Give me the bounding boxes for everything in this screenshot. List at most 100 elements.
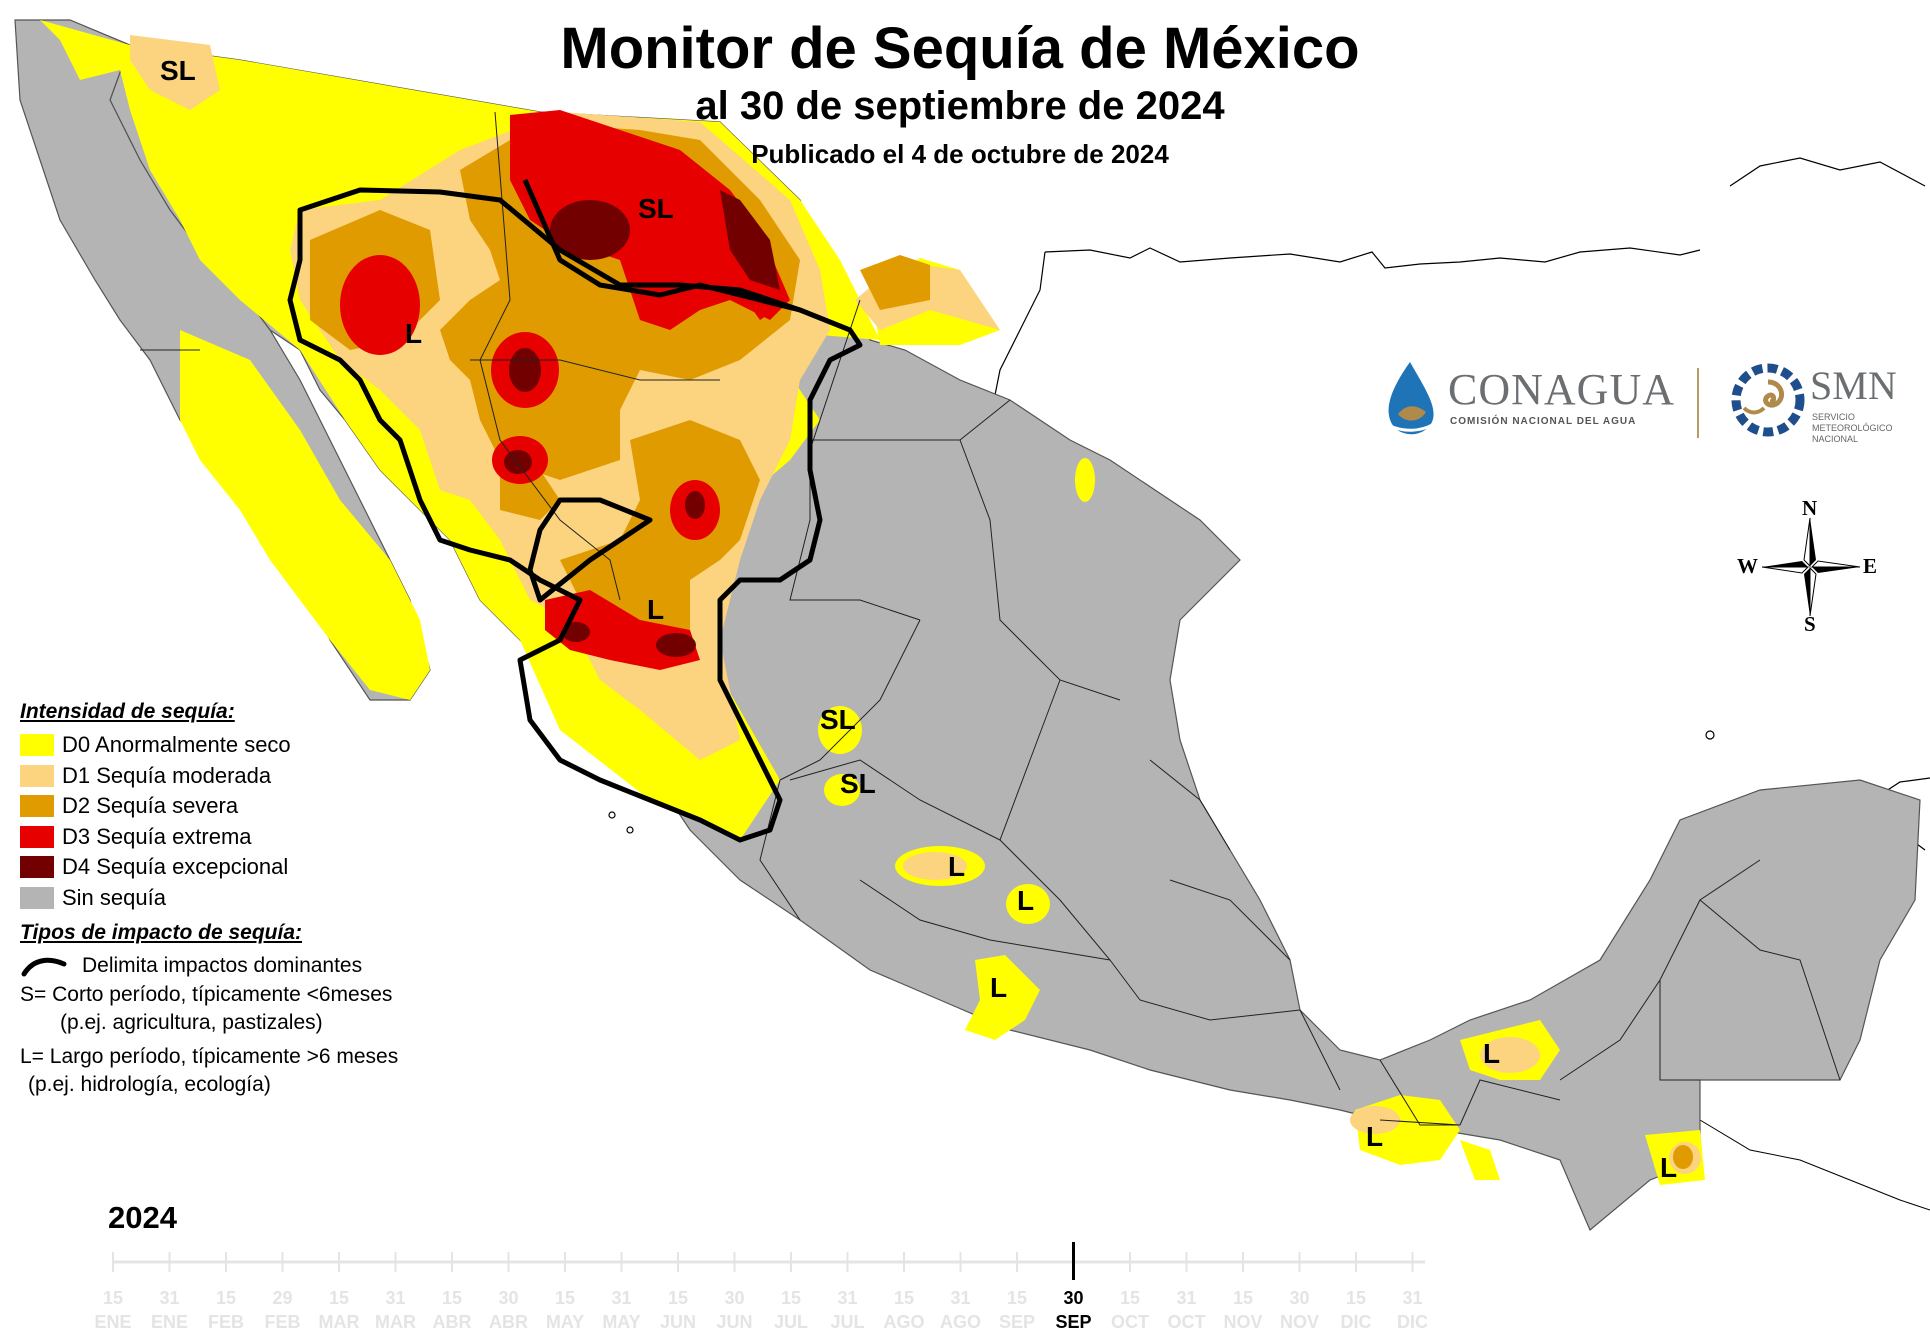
intensity-heading: Intensidad de sequía: <box>20 700 235 723</box>
tick-month: OCT <box>1111 1312 1149 1332</box>
impact-boundaries <box>287 178 863 843</box>
map-label-michoacan: L <box>990 972 1008 1003</box>
timeline-tick-label: 31 ENE <box>145 1286 195 1334</box>
legend-swatch <box>20 825 54 848</box>
tick-month: ABR <box>489 1312 528 1332</box>
islands <box>608 730 1715 834</box>
tick-month: DIC <box>1397 1312 1428 1332</box>
tick-day: 15 <box>215 1288 237 1308</box>
timeline-tick-label: 31 MAR <box>371 1286 421 1334</box>
tick-day: 15 <box>1345 1288 1367 1308</box>
conagua-emblem-icon <box>1388 362 1435 435</box>
tick-month: JUN <box>659 1312 696 1332</box>
tick-day: 29 <box>272 1288 293 1308</box>
timeline: 15 ENE 31 ENE 15 FEB 29 FEB 15 MAR 31 MAR 15 ABR 30 ABR… <box>94 1220 1435 1340</box>
legend-item: D1 Sequía moderada <box>20 761 460 792</box>
tick-day: 30 <box>498 1288 519 1308</box>
legend-item: D4 Sequía excepcional <box>20 852 460 883</box>
tick-month: JUL <box>773 1312 808 1332</box>
impact-line-label: Delimita impactos dominantes <box>82 954 363 977</box>
tick-month: SEP <box>998 1312 1036 1332</box>
map-label-guanajuato: L <box>948 851 966 882</box>
tick-month: NOV <box>1279 1312 1319 1332</box>
tick-day: 15 <box>893 1288 915 1308</box>
timeline-tick-label: 15 ABR <box>427 1286 477 1334</box>
map-label-zacatecas: SL <box>820 704 856 735</box>
timeline-tick-label: 15 JUL <box>766 1286 816 1334</box>
map-label-oaxaca: L <box>1366 1121 1384 1152</box>
legend-swatch <box>20 764 54 787</box>
legend-label: Sin sequía <box>62 884 166 910</box>
guatemala-border <box>1699 1119 1930 1211</box>
tick-month: AGO <box>939 1312 981 1332</box>
tick-month: JUL <box>830 1312 865 1332</box>
timeline-tick-label: 15 SEP <box>992 1286 1042 1334</box>
timeline-tick-label: 30 JUN <box>710 1286 760 1334</box>
tick-day: 31 <box>837 1288 858 1308</box>
tick-day: 31 <box>159 1288 180 1308</box>
tick-day: 15 <box>102 1288 124 1308</box>
map-title: Monitor de Sequía de México <box>560 16 1360 81</box>
tick-month: DIC <box>1340 1312 1372 1332</box>
timeline-tick-label: 31 MAY <box>597 1286 647 1334</box>
timeline-tick-label: 15 DIC <box>1331 1286 1381 1334</box>
tick-month: MAY <box>602 1312 641 1332</box>
tick-day: 15 <box>1232 1288 1254 1308</box>
legend-swatch <box>20 886 54 909</box>
tick-month: MAR <box>318 1312 360 1332</box>
intensity-list: D0 Anormalmente seco D1 Sequía moderada D2… <box>20 730 460 913</box>
tick-month: ENE <box>94 1312 132 1332</box>
tick-month: NOV <box>1223 1312 1263 1332</box>
timeline-tick-label: 15 ENE <box>88 1286 138 1334</box>
legend-label: D4 Sequía excepcional <box>62 854 289 880</box>
tick-day: 31 <box>950 1288 971 1308</box>
map-label-sonora: L <box>405 318 423 349</box>
compass-rose: N S W E <box>1737 496 1880 636</box>
tick-month: AGO <box>883 1312 925 1332</box>
timeline-tick-label: 30 SEP <box>1049 1286 1099 1334</box>
map-label-aguascalientes: SL <box>840 768 876 799</box>
logo-divider <box>1697 368 1699 438</box>
timeline-tick-label: 30 ABR <box>484 1286 534 1334</box>
tick-month: SEP <box>1055 1312 1092 1332</box>
tick-month: FEB <box>208 1312 244 1332</box>
legend-label: D3 Sequía extrema <box>62 823 252 849</box>
map-label-chiapas: L <box>1660 1152 1678 1183</box>
short-term-line-2: (p.ej. agricultura, pastizales) <box>60 1011 323 1034</box>
timeline-tick-label: 31 JUL <box>823 1286 873 1334</box>
conagua-logo: CONAGUA COMISIÓN NACIONAL DEL AGUA <box>1380 360 1674 444</box>
tick-day: 31 <box>1402 1288 1423 1308</box>
timeline-tick-label: 31 OCT <box>1162 1286 1212 1334</box>
tick-day: 30 <box>724 1288 745 1308</box>
map-label-sinaloa: L <box>647 594 665 625</box>
timeline-tick-label: 15 MAY <box>540 1286 590 1334</box>
timeline-tick-label: 15 NOV <box>1218 1286 1268 1334</box>
compass-south: S <box>1804 612 1816 636</box>
tick-day: 15 <box>441 1288 463 1308</box>
legend-label: D2 Sequía severa <box>62 793 239 819</box>
timeline-tick-label: 15 FEB <box>201 1286 251 1334</box>
tick-day: 31 <box>385 1288 406 1308</box>
long-term-line-2: (p.ej. hidrología, ecología) <box>28 1073 271 1096</box>
tick-day: 15 <box>328 1288 350 1308</box>
smn-logo: SMN SERVICIO METEOROLÓGICO NACIONAL <box>1730 362 1930 452</box>
legend-label: D1 Sequía moderada <box>62 762 272 788</box>
legend-item: Sin sequía <box>20 883 460 914</box>
legend-swatch <box>20 795 54 818</box>
legend-label: D0 Anormalmente seco <box>62 732 291 758</box>
map-label-queretaro: L <box>1017 885 1035 916</box>
map-subtitle: al 30 de septiembre de 2024 <box>695 84 1225 128</box>
smn-wordmark: SMN <box>1810 363 1897 408</box>
us-gulf-coastline <box>1044 157 1926 269</box>
conagua-wordmark: CONAGUA <box>1448 365 1675 414</box>
tick-day: 15 <box>780 1288 802 1308</box>
tick-month: OCT <box>1167 1312 1206 1332</box>
short-term-line-1: S= Corto período, típicamente <6meses <box>20 983 393 1006</box>
title-block: Monitor de Sequía de México al 30 de sep… <box>480 16 1440 174</box>
compass-north: N <box>1802 496 1818 520</box>
timeline-tick-label: 15 OCT <box>1105 1286 1155 1334</box>
tick-month: MAY <box>545 1312 585 1332</box>
tick-day: 15 <box>554 1288 576 1308</box>
tick-month: FEB <box>264 1312 301 1332</box>
